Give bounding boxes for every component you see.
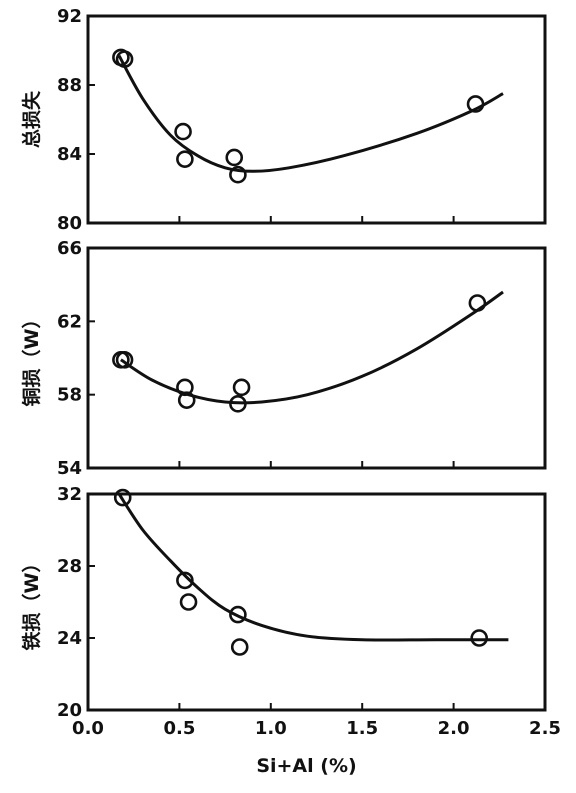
data-point bbox=[229, 605, 247, 624]
data-point bbox=[177, 391, 196, 409]
y-tick-label: 62 bbox=[57, 311, 82, 332]
plot-frame bbox=[86, 492, 547, 712]
data-point bbox=[230, 638, 249, 656]
data-point bbox=[179, 593, 198, 611]
data-point bbox=[176, 378, 194, 397]
data-point bbox=[176, 571, 194, 590]
y-tick-label: 92 bbox=[57, 6, 82, 27]
x-tick-label: 2.5 bbox=[529, 718, 561, 739]
y-tick-label: 58 bbox=[57, 385, 82, 406]
y-axis-label: 总损失 bbox=[20, 90, 43, 148]
x-tick-label: 1.0 bbox=[255, 718, 287, 739]
data-point bbox=[232, 378, 251, 397]
data-point bbox=[176, 150, 194, 168]
fit-curve bbox=[117, 493, 509, 642]
x-axis-label: Si+Al (%) bbox=[256, 755, 356, 777]
data-point bbox=[225, 148, 244, 167]
fit-curve bbox=[117, 54, 504, 173]
y-tick-label: 20 bbox=[57, 700, 82, 721]
y-axis-label: 铜损（W） bbox=[20, 310, 43, 407]
y-axis-label: 铁损（W） bbox=[20, 554, 43, 651]
data-point bbox=[229, 395, 247, 413]
y-tick-label: 54 bbox=[57, 458, 82, 479]
data-point bbox=[468, 294, 487, 312]
x-tick-label: 0.5 bbox=[163, 718, 195, 739]
plot-frame bbox=[86, 246, 547, 470]
fit-curve bbox=[120, 290, 504, 405]
y-tick-label: 32 bbox=[57, 484, 82, 505]
data-point bbox=[115, 351, 134, 369]
data-point bbox=[115, 50, 134, 68]
y-tick-label: 80 bbox=[57, 213, 82, 234]
x-tick-label: 2.0 bbox=[438, 718, 470, 739]
data-point bbox=[466, 95, 485, 113]
panel-3: 20 24 28 32 0.0 0.5 1.0 1.5 2.0 2.5 铁损（W） Si+Al (%) bbox=[20, 484, 561, 777]
panel-1: 80 84 88 92 总损失 bbox=[20, 6, 547, 234]
y-tick-label: 66 bbox=[57, 238, 82, 259]
y-tick-label: 88 bbox=[57, 75, 82, 96]
plot-frame bbox=[86, 14, 547, 225]
y-tick-label: 28 bbox=[57, 556, 82, 577]
data-point bbox=[113, 488, 132, 507]
data-point bbox=[174, 122, 192, 141]
data-point bbox=[470, 629, 488, 647]
y-tick-label: 84 bbox=[57, 144, 82, 165]
data-point bbox=[229, 165, 247, 184]
y-tick-label: 24 bbox=[57, 628, 82, 649]
x-tick-label: 0.0 bbox=[72, 718, 104, 739]
panel-2: 54 58 62 66 铜损（W） bbox=[20, 238, 547, 479]
x-tick-label: 1.5 bbox=[346, 718, 378, 739]
